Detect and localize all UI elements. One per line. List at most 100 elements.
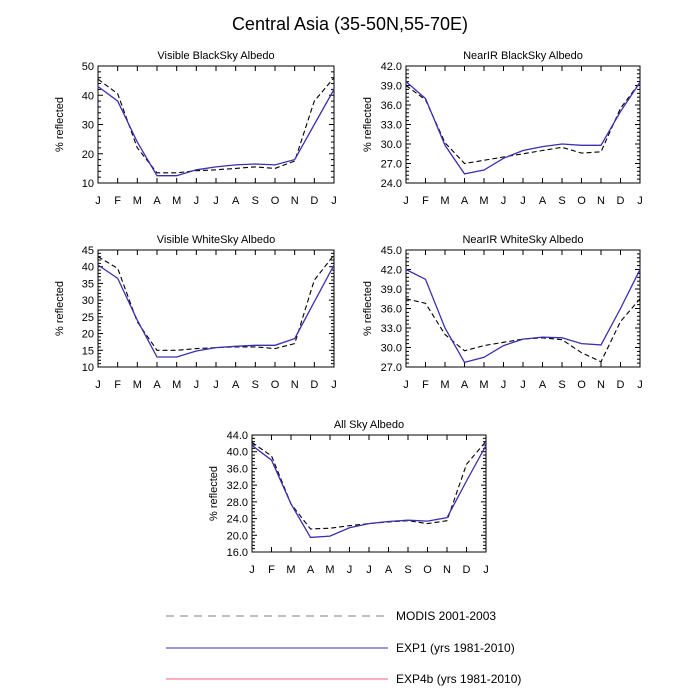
- y-tick-label: 25: [82, 312, 94, 324]
- series-line-modis: [251, 440, 487, 530]
- x-tick-label: N: [443, 564, 451, 576]
- x-tick-label: A: [385, 564, 393, 576]
- y-axis-label: % reflected: [54, 97, 66, 152]
- x-tick-label: J: [194, 379, 200, 391]
- y-tick-label: 27.0: [381, 362, 402, 374]
- series-line-exp1: [97, 264, 335, 358]
- panel-title: NearIR WhiteSky Albedo: [462, 234, 583, 246]
- x-tick-label: J: [403, 195, 409, 207]
- x-tick-label: J: [366, 564, 372, 576]
- y-tick-label: 39.0: [381, 284, 402, 296]
- x-tick-label: J: [403, 379, 409, 391]
- x-tick-label: A: [232, 379, 240, 391]
- x-tick-label: D: [617, 379, 625, 391]
- plot-frame: [97, 65, 335, 184]
- x-tick-label: J: [194, 195, 200, 207]
- x-tick-label: M: [286, 564, 295, 576]
- x-tick-label: J: [637, 195, 643, 207]
- y-tick-label: 30: [82, 120, 94, 132]
- y-tick-label: 27.0: [381, 159, 402, 171]
- series-line-exp1: [405, 81, 641, 175]
- x-tick-label: D: [463, 564, 471, 576]
- x-tick-label: F: [114, 195, 121, 207]
- y-tick-label: 10: [82, 362, 94, 374]
- y-tick-label: 40: [82, 90, 94, 102]
- x-tick-label: O: [577, 379, 586, 391]
- y-tick-label: 35: [82, 278, 94, 290]
- y-tick-label: 30: [82, 295, 94, 307]
- y-tick-label: 36.0: [227, 463, 248, 475]
- series-line-exp1: [405, 268, 641, 364]
- x-tick-label: O: [271, 195, 280, 207]
- x-tick-label: M: [133, 195, 142, 207]
- x-tick-label: A: [307, 564, 315, 576]
- y-tick-label: 20: [82, 329, 94, 341]
- y-tick-label: 28.0: [227, 497, 248, 509]
- y-tick-label: 36.0: [381, 304, 402, 316]
- x-tick-label: M: [325, 564, 334, 576]
- legend-label: EXP4b (yrs 1981-2010): [396, 672, 521, 686]
- series-line-modis: [97, 77, 335, 174]
- x-tick-label: M: [172, 379, 181, 391]
- x-tick-label: M: [440, 379, 449, 391]
- x-tick-label: N: [291, 195, 299, 207]
- x-tick-label: F: [422, 379, 429, 391]
- x-tick-label: M: [479, 379, 488, 391]
- legend: MODIS 2001-2003 EXP1 (yrs 1981-2010) EXP4b…: [166, 609, 521, 686]
- x-tick-label: F: [114, 379, 121, 391]
- x-tick-label: N: [291, 379, 299, 391]
- x-tick-label: J: [249, 564, 255, 576]
- x-tick-label: J: [347, 564, 353, 576]
- y-tick-label: 44.0: [227, 430, 248, 442]
- y-tick-label: 36.0: [381, 100, 402, 112]
- panel-title: NearIR BlackSky Albedo: [463, 50, 583, 62]
- plot-frame: [405, 249, 641, 368]
- y-tick-label: 40: [82, 262, 94, 274]
- x-tick-label: A: [461, 195, 469, 207]
- x-tick-label: D: [310, 195, 318, 207]
- series-line-modis: [405, 81, 641, 165]
- x-tick-label: F: [422, 195, 429, 207]
- x-tick-label: A: [461, 379, 469, 391]
- series-line-exp1: [251, 444, 487, 539]
- y-tick-label: 45.0: [381, 245, 402, 257]
- y-tick-label: 16.0: [227, 547, 248, 559]
- y-tick-label: 42.0: [381, 265, 402, 277]
- x-tick-label: D: [617, 195, 625, 207]
- x-tick-label: A: [232, 195, 240, 207]
- x-tick-label: O: [423, 564, 432, 576]
- x-tick-label: J: [213, 195, 219, 207]
- x-tick-label: M: [172, 195, 181, 207]
- y-axis-label: % reflected: [208, 466, 220, 521]
- x-tick-label: N: [597, 195, 605, 207]
- panel-title: Visible WhiteSky Albedo: [157, 234, 275, 246]
- x-tick-label: A: [153, 379, 161, 391]
- x-tick-label: J: [213, 379, 219, 391]
- y-tick-label: 33.0: [381, 120, 402, 132]
- x-tick-label: S: [252, 195, 259, 207]
- series-line-modis: [405, 298, 641, 363]
- series-line-exp1: [97, 85, 335, 177]
- panel-title: Visible BlackSky Albedo: [157, 50, 274, 62]
- x-tick-label: J: [95, 195, 101, 207]
- y-tick-label: 45: [82, 245, 94, 257]
- x-tick-label: F: [268, 564, 275, 576]
- x-tick-label: M: [479, 195, 488, 207]
- x-tick-label: J: [520, 379, 526, 391]
- x-tick-label: A: [153, 195, 161, 207]
- x-tick-label: M: [133, 379, 142, 391]
- y-tick-label: 15: [82, 345, 94, 357]
- y-tick-label: 39.0: [381, 81, 402, 93]
- y-tick-label: 10: [82, 178, 94, 190]
- x-tick-label: J: [95, 379, 101, 391]
- y-tick-label: 40.0: [227, 447, 248, 459]
- panel-title: All Sky Albedo: [334, 419, 404, 431]
- x-tick-label: S: [252, 379, 259, 391]
- x-tick-label: J: [483, 564, 489, 576]
- y-tick-label: 50: [82, 61, 94, 73]
- plot-frame: [405, 65, 641, 184]
- y-tick-label: 32.0: [227, 480, 248, 492]
- x-tick-label: M: [440, 195, 449, 207]
